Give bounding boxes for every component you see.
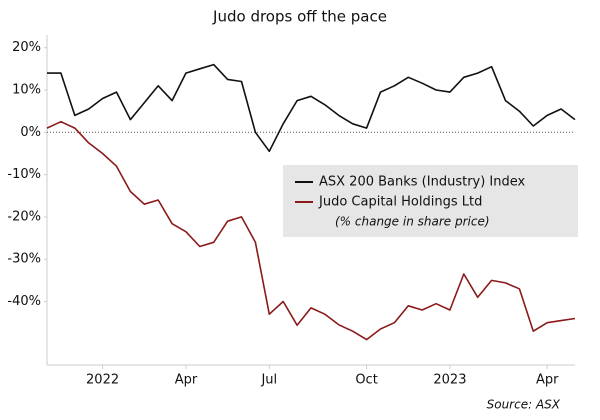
y-tick-label: 10% [12, 83, 41, 98]
x-tick-label: Oct [355, 373, 377, 388]
y-tick-label: -40% [7, 294, 41, 309]
x-tick-label: 2022 [86, 373, 119, 388]
y-tick-label: 0% [20, 125, 41, 140]
y-tick-label: -20% [7, 209, 41, 224]
legend-label: Judo Capital Holdings Ltd [318, 195, 482, 210]
x-tick-label: Apr [175, 373, 198, 388]
series-line [46, 120, 576, 341]
x-tick-label: Jul [260, 373, 277, 388]
legend-box [283, 165, 578, 237]
legend-label: ASX 200 Banks (Industry) Index [319, 175, 526, 190]
y-tick-label: -10% [7, 167, 41, 182]
x-tick-label: 2023 [433, 373, 466, 388]
y-tick-label: -30% [7, 252, 41, 267]
legend-note: (% change in share price) [335, 215, 490, 229]
chart-title: Judo drops off the pace [212, 8, 387, 26]
x-tick-label: Apr [536, 373, 559, 388]
y-tick-label: 20% [12, 40, 41, 55]
source: Source: ASX [487, 398, 561, 412]
series-line [47, 63, 576, 153]
